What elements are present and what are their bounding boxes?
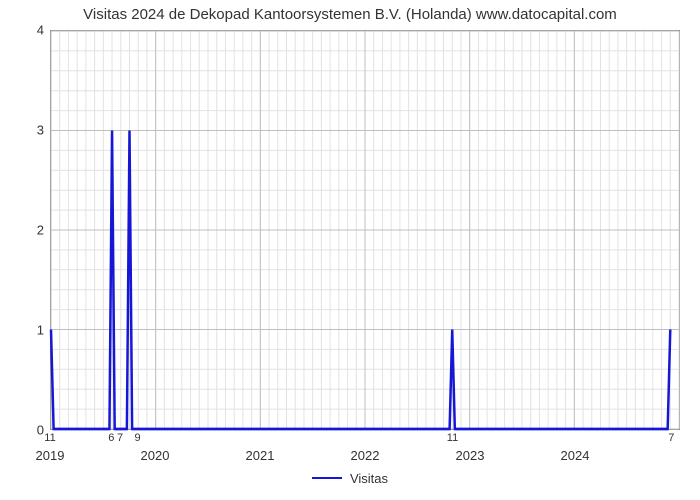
legend-item-visitas: Visitas xyxy=(312,471,388,486)
y-tick-label: 3 xyxy=(4,123,44,138)
x-tick-month: 9 xyxy=(134,432,140,444)
x-tick-year: 2023 xyxy=(456,448,485,463)
x-tick-month: 7 xyxy=(668,432,674,444)
x-tick-year: 2019 xyxy=(36,448,65,463)
x-tick-month: 7 xyxy=(117,432,123,444)
x-tick-year: 2024 xyxy=(561,448,590,463)
legend-swatch xyxy=(312,477,342,479)
chart-container: { "chart": { "type": "line", "title": "V… xyxy=(0,0,700,500)
series-line xyxy=(51,131,670,430)
plot-area xyxy=(50,30,680,430)
x-tick-month: 11 xyxy=(44,432,55,444)
x-tick-year: 2020 xyxy=(141,448,170,463)
y-tick-label: 1 xyxy=(4,323,44,338)
chart-title: Visitas 2024 de Dekopad Kantoorsystemen … xyxy=(0,6,700,23)
x-tick-year: 2022 xyxy=(351,448,380,463)
x-tick-year: 2021 xyxy=(246,448,275,463)
legend: Visitas xyxy=(0,466,700,486)
y-tick-label: 2 xyxy=(4,223,44,238)
legend-label: Visitas xyxy=(350,471,388,486)
x-tick-month: 6 xyxy=(108,432,114,444)
y-tick-label: 0 xyxy=(4,423,44,438)
y-tick-label: 4 xyxy=(4,23,44,38)
x-tick-month: 11 xyxy=(447,432,458,444)
plot-svg xyxy=(51,31,679,429)
